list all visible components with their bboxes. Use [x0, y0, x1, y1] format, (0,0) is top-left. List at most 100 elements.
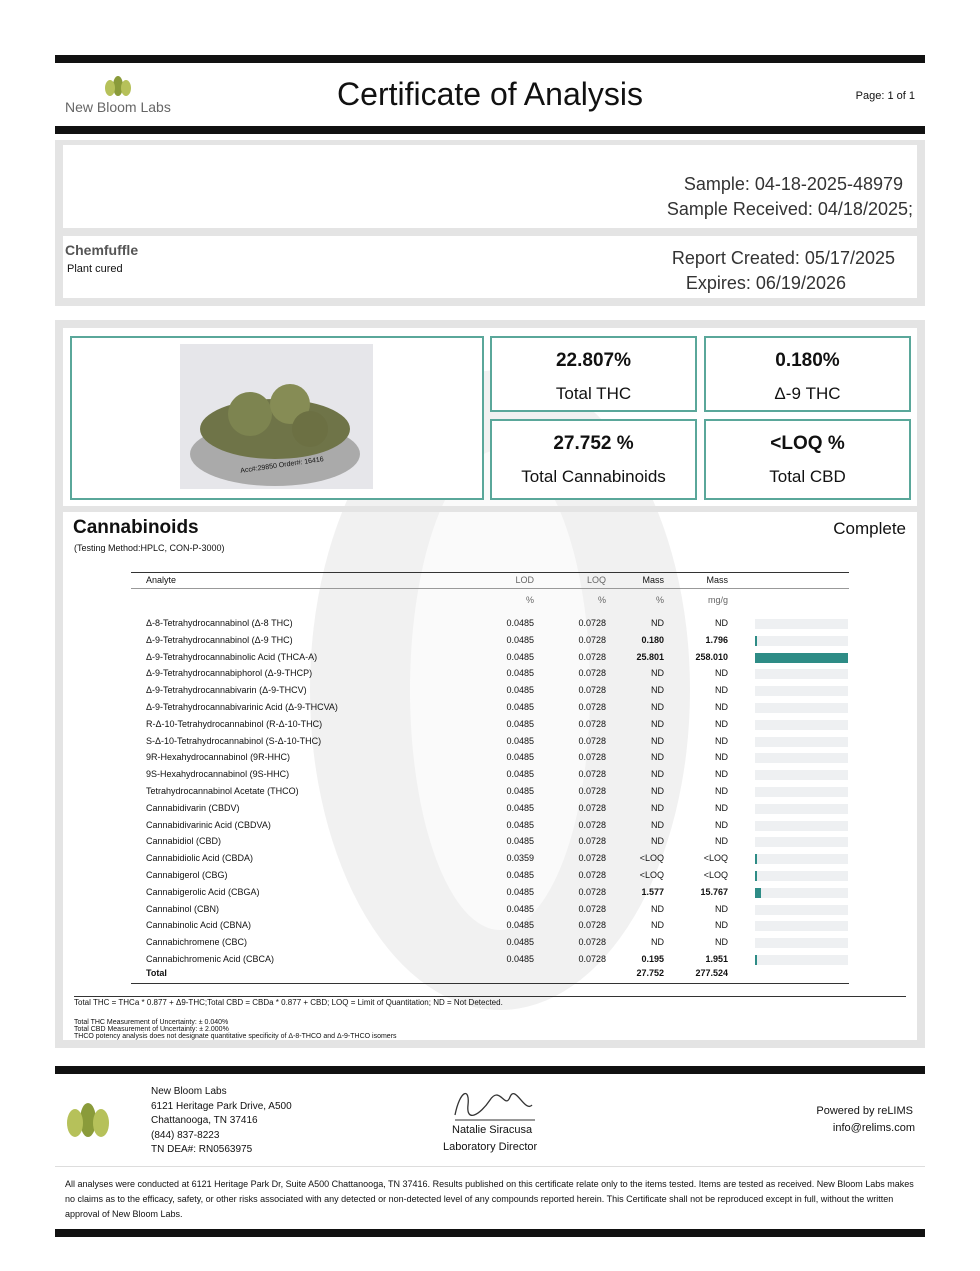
rule	[55, 55, 925, 63]
cell: 0.195	[641, 954, 664, 964]
rule	[131, 572, 849, 573]
bar-track	[755, 770, 848, 781]
bar-track	[755, 719, 848, 730]
lab-line: (844) 837-8223	[151, 1129, 220, 1141]
cell: 15.767	[700, 886, 728, 897]
cell: ND	[715, 685, 728, 696]
cell: ND	[651, 937, 664, 948]
analyte: Δ-9-Tetrahydrocannabiphorol (Δ-9-THCP)	[146, 668, 313, 679]
cell: ND	[651, 769, 664, 780]
cell: ND	[715, 752, 728, 763]
analyte: Cannabichromenic Acid (CBCA)	[146, 954, 275, 964]
cell: 0.0728	[578, 702, 606, 712]
summary-box: 22.807% Total THC	[490, 336, 697, 412]
note: Total THC = THCa * 0.877 + Δ9-THC;Total …	[74, 998, 503, 1007]
column-header: Analyte	[146, 575, 177, 585]
cell: 0.0728	[578, 668, 606, 679]
cell: 0.0485	[506, 651, 534, 662]
cell: 0.0485	[506, 954, 534, 964]
summary-label: Total Cannabinoids	[521, 467, 666, 486]
summary-value: 22.807%	[555, 350, 631, 371]
cell: 0.0728	[578, 819, 606, 830]
cell: ND	[651, 819, 664, 830]
cell: ND	[651, 836, 664, 847]
analyte: R-Δ-10-Tetrahydrocannabinol (R-Δ-10-THC)	[146, 718, 323, 729]
title: Certificate of Analysis	[337, 76, 643, 112]
analyte: Δ-8-Tetrahydrocannabinol (Δ-8 THC)	[146, 618, 293, 628]
cell: 25.801	[636, 651, 664, 662]
cell: 0.0728	[578, 870, 606, 880]
column-header: Mass	[706, 575, 728, 585]
cell: ND	[715, 903, 728, 914]
total-label: Total	[146, 967, 167, 978]
cell: 0.0728	[578, 634, 606, 645]
cell: 0.0485	[506, 618, 534, 628]
column-unit: mg/g	[707, 595, 728, 605]
cell: 0.0728	[578, 786, 606, 796]
analyte: Δ-9-Tetrahydrocannabivarinic Acid (Δ-9-T…	[146, 702, 338, 712]
bar	[755, 854, 757, 865]
rule	[55, 126, 925, 134]
cell: ND	[715, 702, 728, 712]
cell: 0.0359	[506, 853, 534, 864]
photo: Acc#:29850 Order#: 16416	[180, 344, 373, 489]
cell: 0.0485	[506, 718, 534, 729]
signer-title: Laboratory Director	[443, 1141, 538, 1153]
cell: ND	[715, 802, 728, 813]
summary-value: 27.752 %	[553, 433, 634, 454]
sample-box	[63, 145, 917, 228]
bar-track	[755, 669, 848, 680]
bar-track	[755, 820, 848, 831]
bar	[755, 871, 757, 881]
note: Total CBD Measurement of Uncertainty: ± …	[74, 1026, 229, 1033]
section-status: Complete	[833, 519, 906, 538]
analyte: Δ-9-Tetrahydrocannabivarin (Δ-9-THCV)	[146, 685, 307, 696]
summary-label: Total CBD	[769, 467, 846, 486]
summary-box: 0.180% Δ-9 THC	[704, 336, 911, 412]
logo-name: New Bloom Labs	[65, 99, 171, 115]
cell: ND	[651, 702, 664, 712]
cell: 0.0728	[578, 802, 606, 813]
rule	[55, 1166, 925, 1167]
cell: 0.0728	[578, 836, 606, 847]
logo-icon	[105, 76, 131, 96]
analyte: Δ-9-Tetrahydrocannabinolic Acid (THCA-A)	[146, 651, 318, 662]
cell: ND	[651, 786, 664, 796]
sample-box	[63, 236, 917, 298]
watermark	[310, 370, 690, 1010]
lab-line: New Bloom Labs	[151, 1086, 227, 1097]
bar-track	[755, 871, 848, 881]
bar-track	[755, 736, 848, 747]
bar-track	[755, 887, 848, 898]
lab-line: Chattanooga, TN 37416	[151, 1115, 258, 1127]
bar	[755, 652, 848, 663]
bar-track	[755, 619, 848, 629]
analyte: S-Δ-10-Tetrahydrocannabinol (S-Δ-10-THC)	[146, 735, 322, 746]
cell: ND	[651, 802, 664, 813]
cell: ND	[715, 937, 728, 948]
cell: 0.0728	[578, 718, 606, 729]
analyte: Cannabinolic Acid (CBNA)	[146, 920, 252, 931]
analyte: Cannabinol (CBN)	[146, 903, 220, 914]
analyte: Cannabidivarinic Acid (CBDVA)	[146, 819, 271, 830]
cell: ND	[715, 618, 728, 628]
cell: <LOQ	[703, 853, 728, 864]
cell: ND	[651, 920, 664, 931]
product-type: Plant cured	[67, 263, 123, 275]
cell: ND	[715, 769, 728, 780]
cell: 0.0485	[506, 937, 534, 948]
cell: 0.0485	[506, 886, 534, 897]
cell: 0.0485	[506, 752, 534, 763]
cell: 0.0485	[506, 903, 534, 914]
report-created: Report Created: 05/17/2025	[671, 248, 895, 268]
bar-track	[755, 803, 848, 814]
column-unit: %	[655, 595, 664, 605]
footer-logo	[67, 1103, 109, 1137]
cell: ND	[715, 735, 728, 746]
bar-track	[755, 955, 848, 965]
cell: 0.0485	[506, 668, 534, 679]
bar-track	[755, 686, 848, 697]
analyte: Cannabidivarin (CBDV)	[146, 802, 240, 813]
note: Total THC Measurement of Uncertainty: ± …	[74, 1019, 229, 1026]
